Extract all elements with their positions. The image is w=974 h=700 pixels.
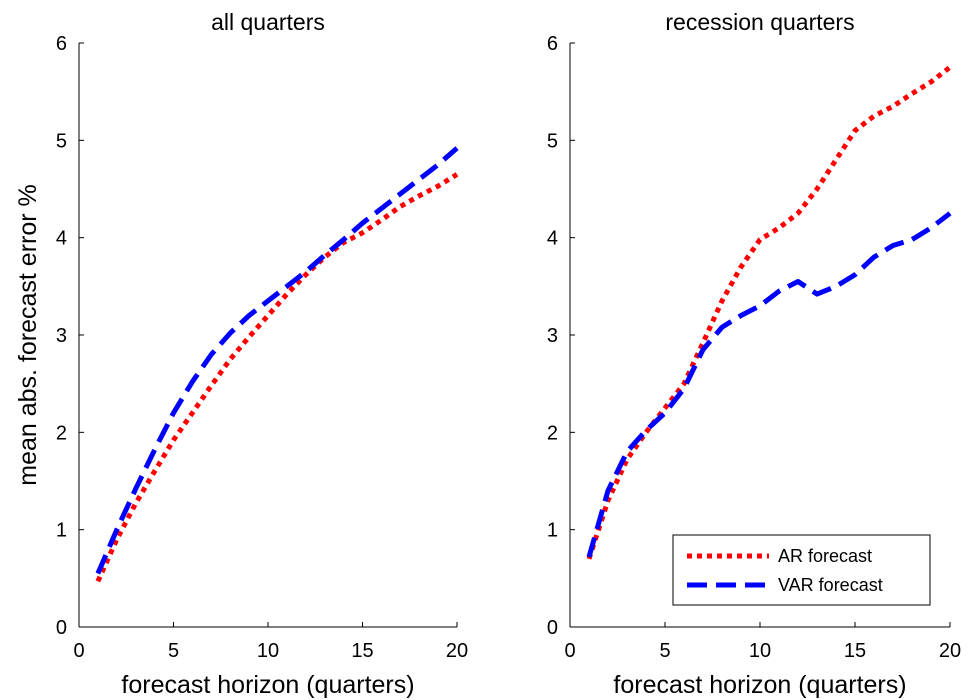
legend: AR forecast VAR forecast	[672, 534, 931, 606]
series-line-ar-forecast	[95, 172, 459, 583]
y-tick-label: 1	[56, 520, 67, 542]
chart-panel-2: 0 1 2 3 4 5 6 0 5 10 15 20 recession quarters forecas…	[547, 9, 961, 699]
x-tick-label: 15	[844, 640, 866, 662]
series-line-ar-forecast	[586, 65, 952, 560]
y-axis-label: mean abs. forecast error %	[14, 184, 42, 486]
y-tick-label: 6	[547, 33, 558, 55]
x-tick-label: 10	[749, 640, 771, 662]
y-tick-label: 0	[547, 617, 558, 639]
x-tick-label: 20	[446, 640, 468, 662]
chart-title: recession quarters	[665, 9, 854, 35]
y-tick-label: 3	[56, 325, 67, 347]
x-axis-label: forecast horizon (quarters)	[613, 671, 906, 699]
y-tick-label: 2	[547, 422, 558, 444]
y-tick-label: 0	[56, 617, 67, 639]
chart-title: all quarters	[211, 9, 325, 35]
legend-label: AR forecast	[778, 546, 872, 566]
y-tick-label: 2	[56, 422, 67, 444]
legend-label: VAR forecast	[778, 575, 883, 595]
x-tick-label: 15	[351, 640, 373, 662]
x-axis-label: forecast horizon (quarters)	[121, 671, 414, 699]
x-tick-label: 0	[73, 640, 84, 662]
chart-panel-1: 0 1 2 3 4 5 6 0 5 10 15 20 all quarters forecast hori…	[14, 9, 468, 699]
x-tick-label: 0	[564, 640, 575, 662]
x-tick-label: 10	[257, 640, 279, 662]
y-tick-label: 5	[547, 130, 558, 152]
series-line-var-forecast	[586, 211, 952, 558]
y-tick-label: 5	[56, 130, 67, 152]
legend-box	[672, 534, 931, 606]
series-line-var-forecast	[95, 146, 459, 575]
y-tick-label: 1	[547, 520, 558, 542]
y-tick-label: 4	[547, 228, 558, 250]
y-tick-label: 3	[547, 325, 558, 347]
y-tick-label: 6	[56, 33, 67, 55]
y-tick-label: 4	[56, 228, 67, 250]
x-tick-label: 5	[168, 640, 179, 662]
x-tick-label: 20	[939, 640, 961, 662]
x-tick-label: 5	[659, 640, 670, 662]
